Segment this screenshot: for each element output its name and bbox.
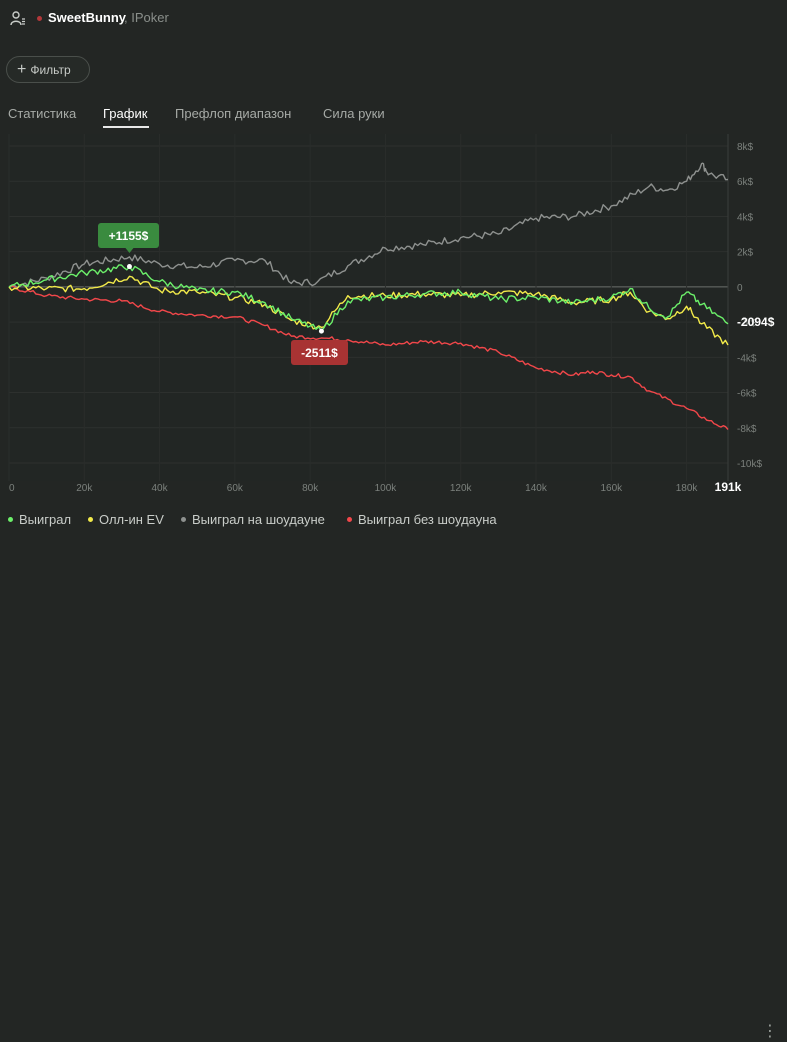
legend-label-showdown: Выиграл на шоудауне bbox=[192, 512, 325, 527]
legend-dot-win bbox=[8, 517, 13, 522]
x-tick-label: 160k bbox=[600, 483, 623, 494]
x-tick-label: 60k bbox=[227, 483, 244, 494]
low-badge bbox=[291, 340, 348, 365]
user-settings-icon[interactable] bbox=[10, 10, 26, 26]
tab-hand-strength[interactable]: Сила руки bbox=[323, 106, 385, 121]
top-bar: SweetBunny , IPoker bbox=[0, 0, 787, 36]
x-tick-label: 100k bbox=[375, 483, 398, 494]
legend-item-showdown[interactable]: Выиграл на шоудауне bbox=[181, 512, 325, 527]
filter-label: Фильтр bbox=[30, 62, 71, 77]
y-tick-label: 6k$ bbox=[737, 177, 754, 188]
peak-point-marker bbox=[126, 264, 132, 270]
tab-bar: Статистика График Префлоп диапазон Сила … bbox=[0, 104, 787, 128]
series-line-allin-ev bbox=[8, 275, 729, 346]
x-tick-label: 0 bbox=[9, 483, 15, 494]
legend-label-no-showdown: Выиграл без шоудауна bbox=[358, 512, 497, 527]
series-line-no-showdown bbox=[8, 285, 729, 430]
x-tick-label: 80k bbox=[302, 483, 319, 494]
chart-legend: Выиграл Олл-ин EV Выиграл на шоудауне Вы… bbox=[0, 512, 787, 1040]
filter-button[interactable]: + Фильтр bbox=[6, 56, 90, 83]
y-tick-label: -8k$ bbox=[737, 424, 757, 435]
y-tick-label: -6k$ bbox=[737, 389, 757, 400]
plus-icon: + bbox=[17, 60, 27, 78]
plot-background bbox=[9, 134, 728, 481]
x-tick-label: 140k bbox=[525, 483, 548, 494]
x-end-label: 191k bbox=[715, 480, 742, 494]
y-tick-label: 2k$ bbox=[737, 248, 754, 259]
peak-value-label: +1155$ bbox=[109, 229, 149, 243]
peak-badge bbox=[98, 223, 159, 248]
y-tick-label: 4k$ bbox=[737, 212, 754, 223]
y-tick-label: 8k$ bbox=[737, 142, 754, 153]
graph-panel: 8k$ 6k$ 4k$ 2k$ 0 -2k$ -4k$ -6k$ -8k$ -10k$ 0 20k 40… bbox=[0, 134, 787, 500]
platform-name: , IPoker bbox=[124, 10, 169, 25]
legend-dot-no-showdown bbox=[347, 517, 352, 522]
y-tick-label: -10k$ bbox=[737, 459, 762, 470]
tab-statistics[interactable]: Статистика bbox=[8, 106, 77, 121]
peak-badge-pointer bbox=[125, 248, 134, 253]
x-tick-label: 20k bbox=[76, 483, 93, 494]
legend-dot-showdown bbox=[181, 517, 186, 522]
legend-item-win[interactable]: Выиграл bbox=[8, 512, 71, 527]
tab-chart[interactable]: График bbox=[103, 106, 148, 121]
y-tick-label: 0 bbox=[737, 283, 743, 294]
y-tick-label: -4k$ bbox=[737, 353, 757, 364]
legend-item-allin-ev[interactable]: Олл-ин EV bbox=[88, 512, 164, 527]
legend-dot-allin-ev bbox=[88, 517, 93, 522]
profit-chart[interactable]: 8k$ 6k$ 4k$ 2k$ 0 -2k$ -4k$ -6k$ -8k$ -10k$ 0 20k 40… bbox=[0, 134, 787, 500]
legend-label-allin-ev: Олл-ин EV bbox=[99, 512, 164, 527]
low-point-marker bbox=[318, 328, 324, 334]
low-value-label: -2511$ bbox=[301, 346, 338, 360]
legend-item-no-showdown[interactable]: Выиграл без шоудауна bbox=[347, 512, 497, 527]
active-tab-indicator bbox=[103, 126, 149, 128]
x-tick-label: 120k bbox=[450, 483, 473, 494]
series-line-win bbox=[8, 264, 729, 332]
x-tick-label: 180k bbox=[676, 483, 699, 494]
status-dot bbox=[37, 16, 42, 21]
legend-label-win: Выиграл bbox=[19, 512, 72, 527]
x-tick-label: 40k bbox=[152, 483, 169, 494]
username: SweetBunny bbox=[48, 10, 127, 25]
series-line-showdown bbox=[8, 162, 729, 289]
y-tick-label: -2k$ bbox=[737, 318, 757, 329]
tab-preflop-range[interactable]: Префлоп диапазон bbox=[175, 106, 292, 121]
more-options-icon[interactable]: ⋮ bbox=[762, 1023, 778, 1040]
current-value-label: -2094$ bbox=[737, 315, 775, 329]
